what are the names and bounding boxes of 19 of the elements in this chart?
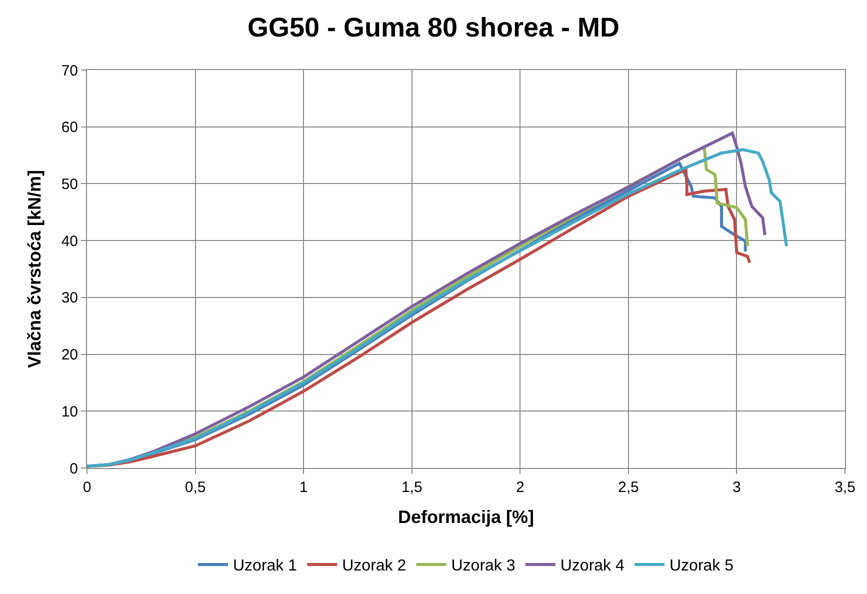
y-tick-label: 70 — [61, 62, 78, 80]
x-tick-label: 2,5 — [618, 479, 639, 496]
x-tick-label: 0,5 — [184, 479, 206, 496]
y-tick-label: 20 — [61, 346, 78, 364]
x-tick-label: 0 — [82, 479, 92, 496]
y-tick-label: 60 — [61, 119, 78, 136]
x-tick-label: 1,5 — [401, 479, 422, 496]
x-axis-title: Deformacija [%] — [398, 507, 534, 528]
x-tick-label: 3,5 — [834, 479, 856, 496]
y-tick-label: 0 — [70, 460, 78, 478]
y-axis-title: Vlačna čvrstoća [kN/m] — [24, 170, 45, 368]
chart-title: GG50 - Guma 80 shorea - MD — [247, 12, 620, 43]
x-tick-label: 2 — [516, 479, 524, 496]
y-tick-label: 50 — [61, 176, 78, 193]
x-tick-label: 1 — [299, 479, 308, 496]
y-tick-label: 10 — [61, 403, 78, 420]
x-tick-label: 3 — [732, 479, 741, 496]
y-tick-label: 40 — [61, 232, 78, 250]
y-tick-label: 30 — [61, 290, 78, 307]
